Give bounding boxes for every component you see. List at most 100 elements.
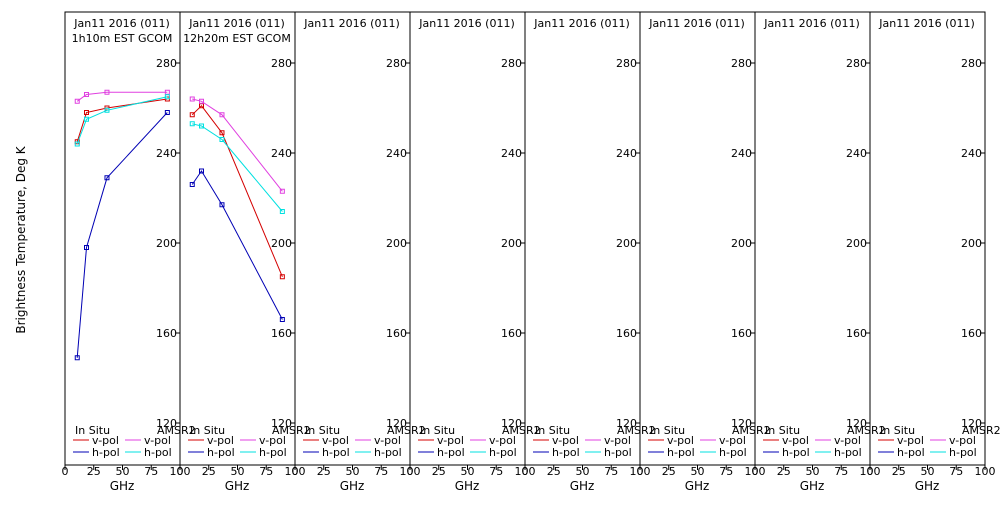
panel-4-x-tick-label: 0 xyxy=(407,465,414,478)
panel-1-series-4-point xyxy=(164,94,170,100)
panel-4-y-tick-label: 280 xyxy=(501,57,522,70)
panel-3-y-tick-label: 240 xyxy=(386,147,407,160)
panel-3-legend-amsr2-title: AMSR2 xyxy=(387,424,426,437)
panel-7-y-tick-label: 200 xyxy=(846,237,867,250)
panel-1-series-2-point xyxy=(84,245,90,250)
panel-3-y-tick-label: 120 xyxy=(386,417,407,430)
panel-6-legend-amsr2-hpol-label: h-pol xyxy=(719,446,747,459)
panel-3-y-tick-label: 280 xyxy=(386,57,407,70)
panel-1-x-axis-label: GHz xyxy=(110,479,135,493)
panel-3-x-axis-label: GHz xyxy=(340,479,365,493)
panel-8-y-tick-label: 120 xyxy=(961,417,982,430)
panel-1-y-tick-label: 280 xyxy=(156,57,177,70)
panel-5-x-tick-label: 75 xyxy=(604,465,618,478)
panel-5-x-axis-label: GHz xyxy=(570,479,595,493)
panel-4-legend-amsr2-vpol-label: v-pol xyxy=(489,434,516,447)
panel-4-x-tick-label: 25 xyxy=(432,465,446,478)
panel-1-series-2-point xyxy=(104,175,110,181)
panel-4-x-tick-label: 50 xyxy=(461,465,475,478)
panel-4-title: Jan11 2016 (011) xyxy=(418,17,515,30)
panel-8-legend-insitu-vpol-label: v-pol xyxy=(897,434,924,447)
panel-2-x-tick-label: 25 xyxy=(202,465,216,478)
panel-3-legend-insitu-vpol-label: v-pol xyxy=(322,434,349,447)
panel-4-legend-insitu-title: In Situ xyxy=(420,424,455,437)
panel-8-legend-amsr2-vpol-label: v-pol xyxy=(949,434,976,447)
panel-1-title: Jan11 2016 (011) xyxy=(73,17,170,30)
panel-7-x-tick-label: 100 xyxy=(860,465,881,478)
panel-4-legend-insitu-vpol-label: v-pol xyxy=(437,434,464,447)
panel-1-legend-amsr2-hpol-label: h-pol xyxy=(144,446,172,459)
panel-2-title: Jan11 2016 (011) xyxy=(188,17,285,30)
panel-2-x-tick-label: 50 xyxy=(231,465,245,478)
panel-6-y-tick-label: 240 xyxy=(731,147,752,160)
panel-6-legend-insitu-title: In Situ xyxy=(650,424,685,437)
panel-8-legend-amsr2-hpol-label: h-pol xyxy=(949,446,977,459)
panel-1-series-1-line xyxy=(76,98,168,142)
panel-1-series-2-point xyxy=(74,355,80,361)
panel-8-x-axis-label: GHz xyxy=(915,479,940,493)
panel-8-title: Jan11 2016 (011) xyxy=(878,17,975,30)
panel-3-legend-amsr2-vpol-label: v-pol xyxy=(374,434,401,447)
panel-7-x-axis-label: GHz xyxy=(800,479,825,493)
panel-2-series-3-point xyxy=(279,188,285,194)
panel-4-x-tick-label: 100 xyxy=(515,465,536,478)
panel-5-y-tick-label: 120 xyxy=(616,417,637,430)
panel-3-x-tick-label: 50 xyxy=(346,465,360,478)
panel-1-subtitle: 1h10m EST GCOM xyxy=(72,32,173,45)
panel-6-x-tick-label: 0 xyxy=(637,465,644,478)
panel-5-y-tick-label: 160 xyxy=(616,327,637,340)
panel-6-y-tick-label: 120 xyxy=(731,417,752,430)
panel-7-x-tick-label: 75 xyxy=(834,465,848,478)
panel-2-y-tick-label: 200 xyxy=(271,237,292,250)
panel-4-x-axis-label: GHz xyxy=(455,479,480,493)
panel-2-series-2-point xyxy=(219,202,225,208)
panel-1-series-3-point xyxy=(84,92,90,97)
panel-4-x-tick-label: 75 xyxy=(489,465,503,478)
panel-2-series-1-point xyxy=(189,112,195,118)
panel-1-y-tick-label: 240 xyxy=(156,147,177,160)
panel-5-title: Jan11 2016 (011) xyxy=(533,17,630,30)
panel-1-legend-amsr2-vpol-label: v-pol xyxy=(144,434,171,447)
panel-2-legend-insitu-vpol-label: v-pol xyxy=(207,434,234,447)
panel-2-y-tick-label: 280 xyxy=(271,57,292,70)
panel-3-y-tick-label: 160 xyxy=(386,327,407,340)
panel-1-series-4-point xyxy=(74,141,80,147)
panel-2-series-4-point xyxy=(219,137,225,142)
panel-1-series-3-point xyxy=(104,89,110,95)
panel-7-legend-insitu-hpol-label: h-pol xyxy=(782,446,810,459)
panel-8-x-tick-label: 100 xyxy=(975,465,996,478)
panel-5-x-tick-label: 25 xyxy=(547,465,561,478)
panel-3-x-tick-label: 100 xyxy=(400,465,421,478)
panel-3-title: Jan11 2016 (011) xyxy=(303,17,400,30)
panel-5-y-tick-label: 200 xyxy=(616,237,637,250)
panel-1-x-tick-label: 50 xyxy=(116,465,130,478)
panel-6-legend-amsr2-title: AMSR2 xyxy=(732,424,771,437)
panel-2-series-2-point xyxy=(279,317,285,322)
panel-2-series-2-point xyxy=(199,168,205,174)
panel-2-legend-insitu-hpol-label: h-pol xyxy=(207,446,235,459)
panel-5-y-tick-label: 240 xyxy=(616,147,637,160)
panel-7-y-tick-label: 240 xyxy=(846,147,867,160)
panel-8-x-tick-label: 50 xyxy=(921,465,935,478)
panel-1-x-tick-label: 75 xyxy=(144,465,158,478)
panel-8-y-tick-label: 240 xyxy=(961,147,982,160)
panel-1-series-4-line xyxy=(76,96,168,145)
panel-2-legend-amsr2-vpol-label: v-pol xyxy=(259,434,286,447)
panel-5-legend-amsr2-hpol-label: h-pol xyxy=(604,446,632,459)
panel-2-subtitle: 12h20m EST GCOM xyxy=(183,32,291,45)
panel-2-series-1-point xyxy=(219,130,225,136)
panel-6-title: Jan11 2016 (011) xyxy=(648,17,745,30)
panel-5-x-tick-label: 100 xyxy=(630,465,651,478)
panel-8-y-tick-label: 160 xyxy=(961,327,982,340)
panel-1-legend-insitu-title: In Situ xyxy=(75,424,110,437)
panel-4-legend-amsr2-title: AMSR2 xyxy=(502,424,541,437)
panel-5-legend-insitu-vpol-label: v-pol xyxy=(552,434,579,447)
panel-1-legend-insitu-vpol-label: v-pol xyxy=(92,434,119,447)
panel-7-y-tick-label: 160 xyxy=(846,327,867,340)
panel-5-legend-amsr2-title: AMSR2 xyxy=(617,424,656,437)
panel-7-x-tick-label: 25 xyxy=(777,465,791,478)
panel-8-y-tick-label: 280 xyxy=(961,57,982,70)
panel-3-x-tick-label: 25 xyxy=(317,465,331,478)
panel-8-legend-amsr2-title: AMSR2 xyxy=(962,424,1000,437)
